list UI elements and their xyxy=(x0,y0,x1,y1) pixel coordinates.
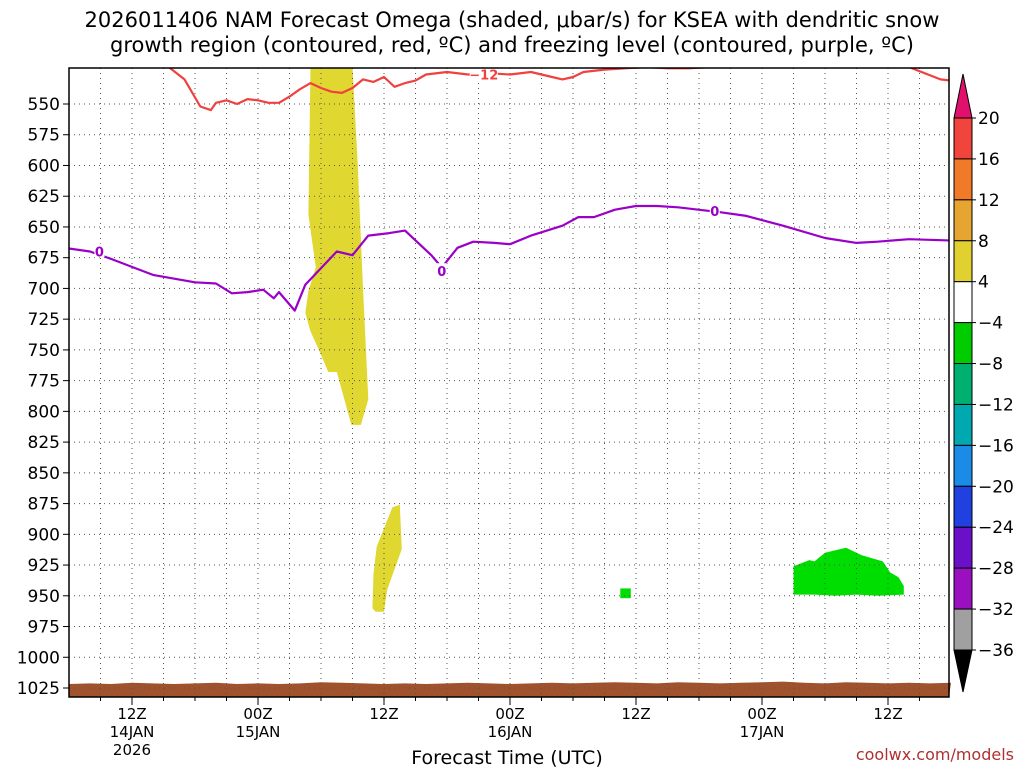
omega-region-3 xyxy=(793,547,904,596)
y-tick-label: 800 xyxy=(28,402,60,422)
contour-line-3 xyxy=(908,68,949,82)
y-tick-label: 875 xyxy=(28,495,60,515)
colorbar-label: −16 xyxy=(978,436,1014,456)
colorbar-label: −8 xyxy=(978,355,1003,375)
x-tick-label: 00Z xyxy=(495,705,524,723)
x-tick-date: 15JAN xyxy=(236,723,281,741)
colorbar-bottom-arrow xyxy=(953,649,973,693)
colorbar-label: −24 xyxy=(978,518,1014,538)
x-tick-date: 17JAN xyxy=(740,723,785,741)
y-tick-label: 1025 xyxy=(17,679,60,699)
y-tick-label: 600 xyxy=(28,156,60,176)
x-tick-label: 12Z xyxy=(621,705,650,723)
colorbar-segment xyxy=(953,608,973,651)
omega-region-2 xyxy=(372,504,402,612)
gridlines xyxy=(69,68,949,697)
chart-title-line1: 2026011406 NAM Forecast Omega (shaded, μ… xyxy=(84,8,940,32)
x-tick-date: 16JAN xyxy=(488,723,533,741)
colorbar-segment xyxy=(953,444,973,487)
colorbar-segment xyxy=(953,322,973,365)
y-tick-label: 725 xyxy=(28,310,60,330)
freezing-label-bg xyxy=(709,202,720,217)
colorbar-label: −20 xyxy=(978,477,1014,497)
omega-shading-layer xyxy=(305,68,993,612)
colorbar-segment xyxy=(953,485,973,528)
colorbar-segment xyxy=(953,158,973,201)
y-tick-label: 900 xyxy=(28,525,60,545)
y-tick-label: 700 xyxy=(28,279,60,299)
axes: 550 575 600 625 650 675 700 725 750 775 800 825 850 8… xyxy=(17,67,950,759)
y-tick-label: 950 xyxy=(28,587,60,607)
colorbar-label: −4 xyxy=(978,314,1003,334)
colorbar: 20 16 12 8 4 −4 −8 −12 −16 −20 −24 −28 −32 −36 xyxy=(953,73,1014,693)
colorbar-label: −36 xyxy=(978,641,1014,661)
freezing-label-bg xyxy=(94,243,105,258)
omega-region-1 xyxy=(305,68,369,425)
y-tick-label: 975 xyxy=(28,618,60,638)
x-tick-label: 00Z xyxy=(243,705,272,723)
colorbar-segment xyxy=(953,199,973,242)
y-tick-label: 750 xyxy=(28,341,60,361)
credit-text: coolwx.com/models xyxy=(856,745,1014,764)
contour-line-2 xyxy=(168,68,710,112)
colorbar-segment xyxy=(953,526,973,569)
colorbar-label: 4 xyxy=(978,273,989,293)
y-tick-label: 775 xyxy=(28,372,60,392)
freezing-level-label: 0 xyxy=(710,205,719,220)
omega-region-5 xyxy=(985,585,993,592)
colorbar-segment xyxy=(953,567,973,610)
y-tick-label: 625 xyxy=(28,187,60,207)
colorbar-segment xyxy=(953,403,973,446)
x-tick-year: 2026 xyxy=(113,741,151,759)
dgz-contour-label: −12 xyxy=(469,69,498,84)
dgz-label-bg xyxy=(469,68,498,81)
y-tick-label: 850 xyxy=(28,464,60,484)
colorbar-segment xyxy=(953,363,973,405)
contour-line-1 xyxy=(69,204,949,312)
y-tick-label: 1000 xyxy=(17,648,60,668)
freezing-level-label: 0 xyxy=(437,265,446,280)
colorbar-label: 20 xyxy=(978,109,1000,129)
x-tick-label: 12Z xyxy=(873,705,902,723)
x-tick-label: 12Z xyxy=(369,705,398,723)
colorbar-top-arrow xyxy=(953,73,973,119)
omega-region-4 xyxy=(620,588,631,599)
x-tick-label: 00Z xyxy=(747,705,776,723)
colorbar-label: 16 xyxy=(978,150,1000,170)
chart-title-line2: growth region (contoured, red, ºC) and f… xyxy=(110,33,914,57)
colorbar-label: −12 xyxy=(978,395,1014,415)
freezing-label-bg xyxy=(436,263,447,278)
y-tick-label: 550 xyxy=(28,95,60,115)
colorbar-label: 8 xyxy=(978,232,989,252)
x-axis-label: Forecast Time (UTC) xyxy=(411,747,602,768)
contour-layer: 0 0 0 −12 xyxy=(69,68,949,312)
x-tick-date: 14JAN xyxy=(110,723,155,741)
y-tick-label: 650 xyxy=(28,218,60,238)
colorbar-label: 12 xyxy=(978,191,1000,211)
colorbar-segment xyxy=(953,117,973,160)
freezing-level-label: 0 xyxy=(95,246,104,261)
colorbar-segment xyxy=(953,281,973,324)
plot-frame xyxy=(68,67,950,698)
y-tick-label: 675 xyxy=(28,249,60,269)
y-tick-label: 575 xyxy=(28,126,60,146)
y-tick-label: 825 xyxy=(28,433,60,453)
x-tick-label: 12Z xyxy=(117,705,146,723)
y-tick-label: 925 xyxy=(28,556,60,576)
colorbar-label: −28 xyxy=(978,559,1014,579)
colorbar-label: −32 xyxy=(978,600,1014,620)
colorbar-segment xyxy=(953,240,973,283)
